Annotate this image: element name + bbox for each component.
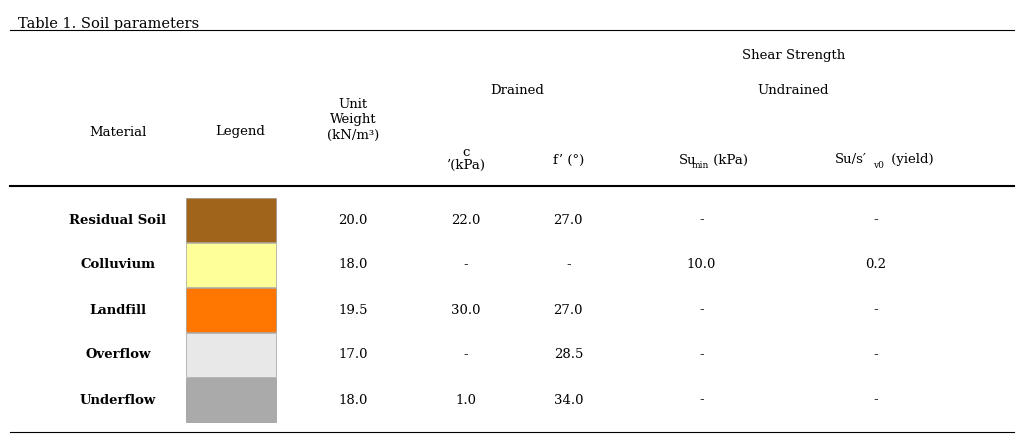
Text: 10.0: 10.0 — [686, 259, 716, 271]
Text: Colluvium: Colluvium — [80, 259, 156, 271]
Text: 0.2: 0.2 — [865, 259, 886, 271]
Text: -: - — [464, 259, 468, 271]
Text: Su/s′: Su/s′ — [836, 154, 867, 166]
Text: Unit: Unit — [339, 98, 368, 112]
Text: -: - — [699, 214, 703, 227]
Bar — [185, 198, 275, 242]
Text: 18.0: 18.0 — [339, 393, 368, 406]
Text: v0: v0 — [873, 161, 884, 170]
Text: Table 1. Soil parameters: Table 1. Soil parameters — [18, 17, 199, 31]
Text: c: c — [462, 146, 470, 158]
Text: 18.0: 18.0 — [339, 259, 368, 271]
Text: -: - — [873, 214, 878, 227]
Text: Overflow: Overflow — [85, 348, 151, 361]
Text: (kN/m³): (kN/m³) — [327, 129, 380, 142]
Text: 27.0: 27.0 — [554, 214, 583, 227]
Text: 1.0: 1.0 — [456, 393, 476, 406]
Text: Material: Material — [89, 125, 146, 138]
Text: f’ (°): f’ (°) — [553, 154, 584, 166]
Bar — [185, 243, 275, 287]
Text: Weight: Weight — [330, 113, 377, 126]
Text: 27.0: 27.0 — [554, 303, 583, 316]
Text: 22.0: 22.0 — [452, 214, 480, 227]
Text: min: min — [691, 161, 709, 170]
Text: 19.5: 19.5 — [339, 303, 368, 316]
Bar — [185, 378, 275, 422]
Text: -: - — [699, 393, 703, 406]
Text: Drained: Drained — [490, 84, 544, 97]
Text: 28.5: 28.5 — [554, 348, 583, 361]
Text: 20.0: 20.0 — [339, 214, 368, 227]
Text: 17.0: 17.0 — [339, 348, 368, 361]
Text: Su: Su — [679, 154, 696, 166]
Text: Shear Strength: Shear Strength — [741, 49, 845, 61]
Text: Landfill: Landfill — [89, 303, 146, 316]
Bar — [185, 333, 275, 377]
Text: -: - — [873, 393, 878, 406]
Text: Legend: Legend — [216, 125, 265, 138]
Text: -: - — [464, 348, 468, 361]
Text: -: - — [873, 303, 878, 316]
Text: 34.0: 34.0 — [554, 393, 583, 406]
Text: (yield): (yield) — [887, 154, 934, 166]
Text: -: - — [566, 259, 570, 271]
Text: Underflow: Underflow — [80, 393, 156, 406]
Text: Undrained: Undrained — [758, 84, 829, 97]
Text: -: - — [699, 303, 703, 316]
Text: -: - — [873, 348, 878, 361]
Bar — [185, 288, 275, 332]
Text: ’(kPa): ’(kPa) — [446, 158, 485, 171]
Text: -: - — [699, 348, 703, 361]
Text: Residual Soil: Residual Soil — [70, 214, 166, 227]
Text: 30.0: 30.0 — [452, 303, 480, 316]
Text: (kPa): (kPa) — [710, 154, 749, 166]
